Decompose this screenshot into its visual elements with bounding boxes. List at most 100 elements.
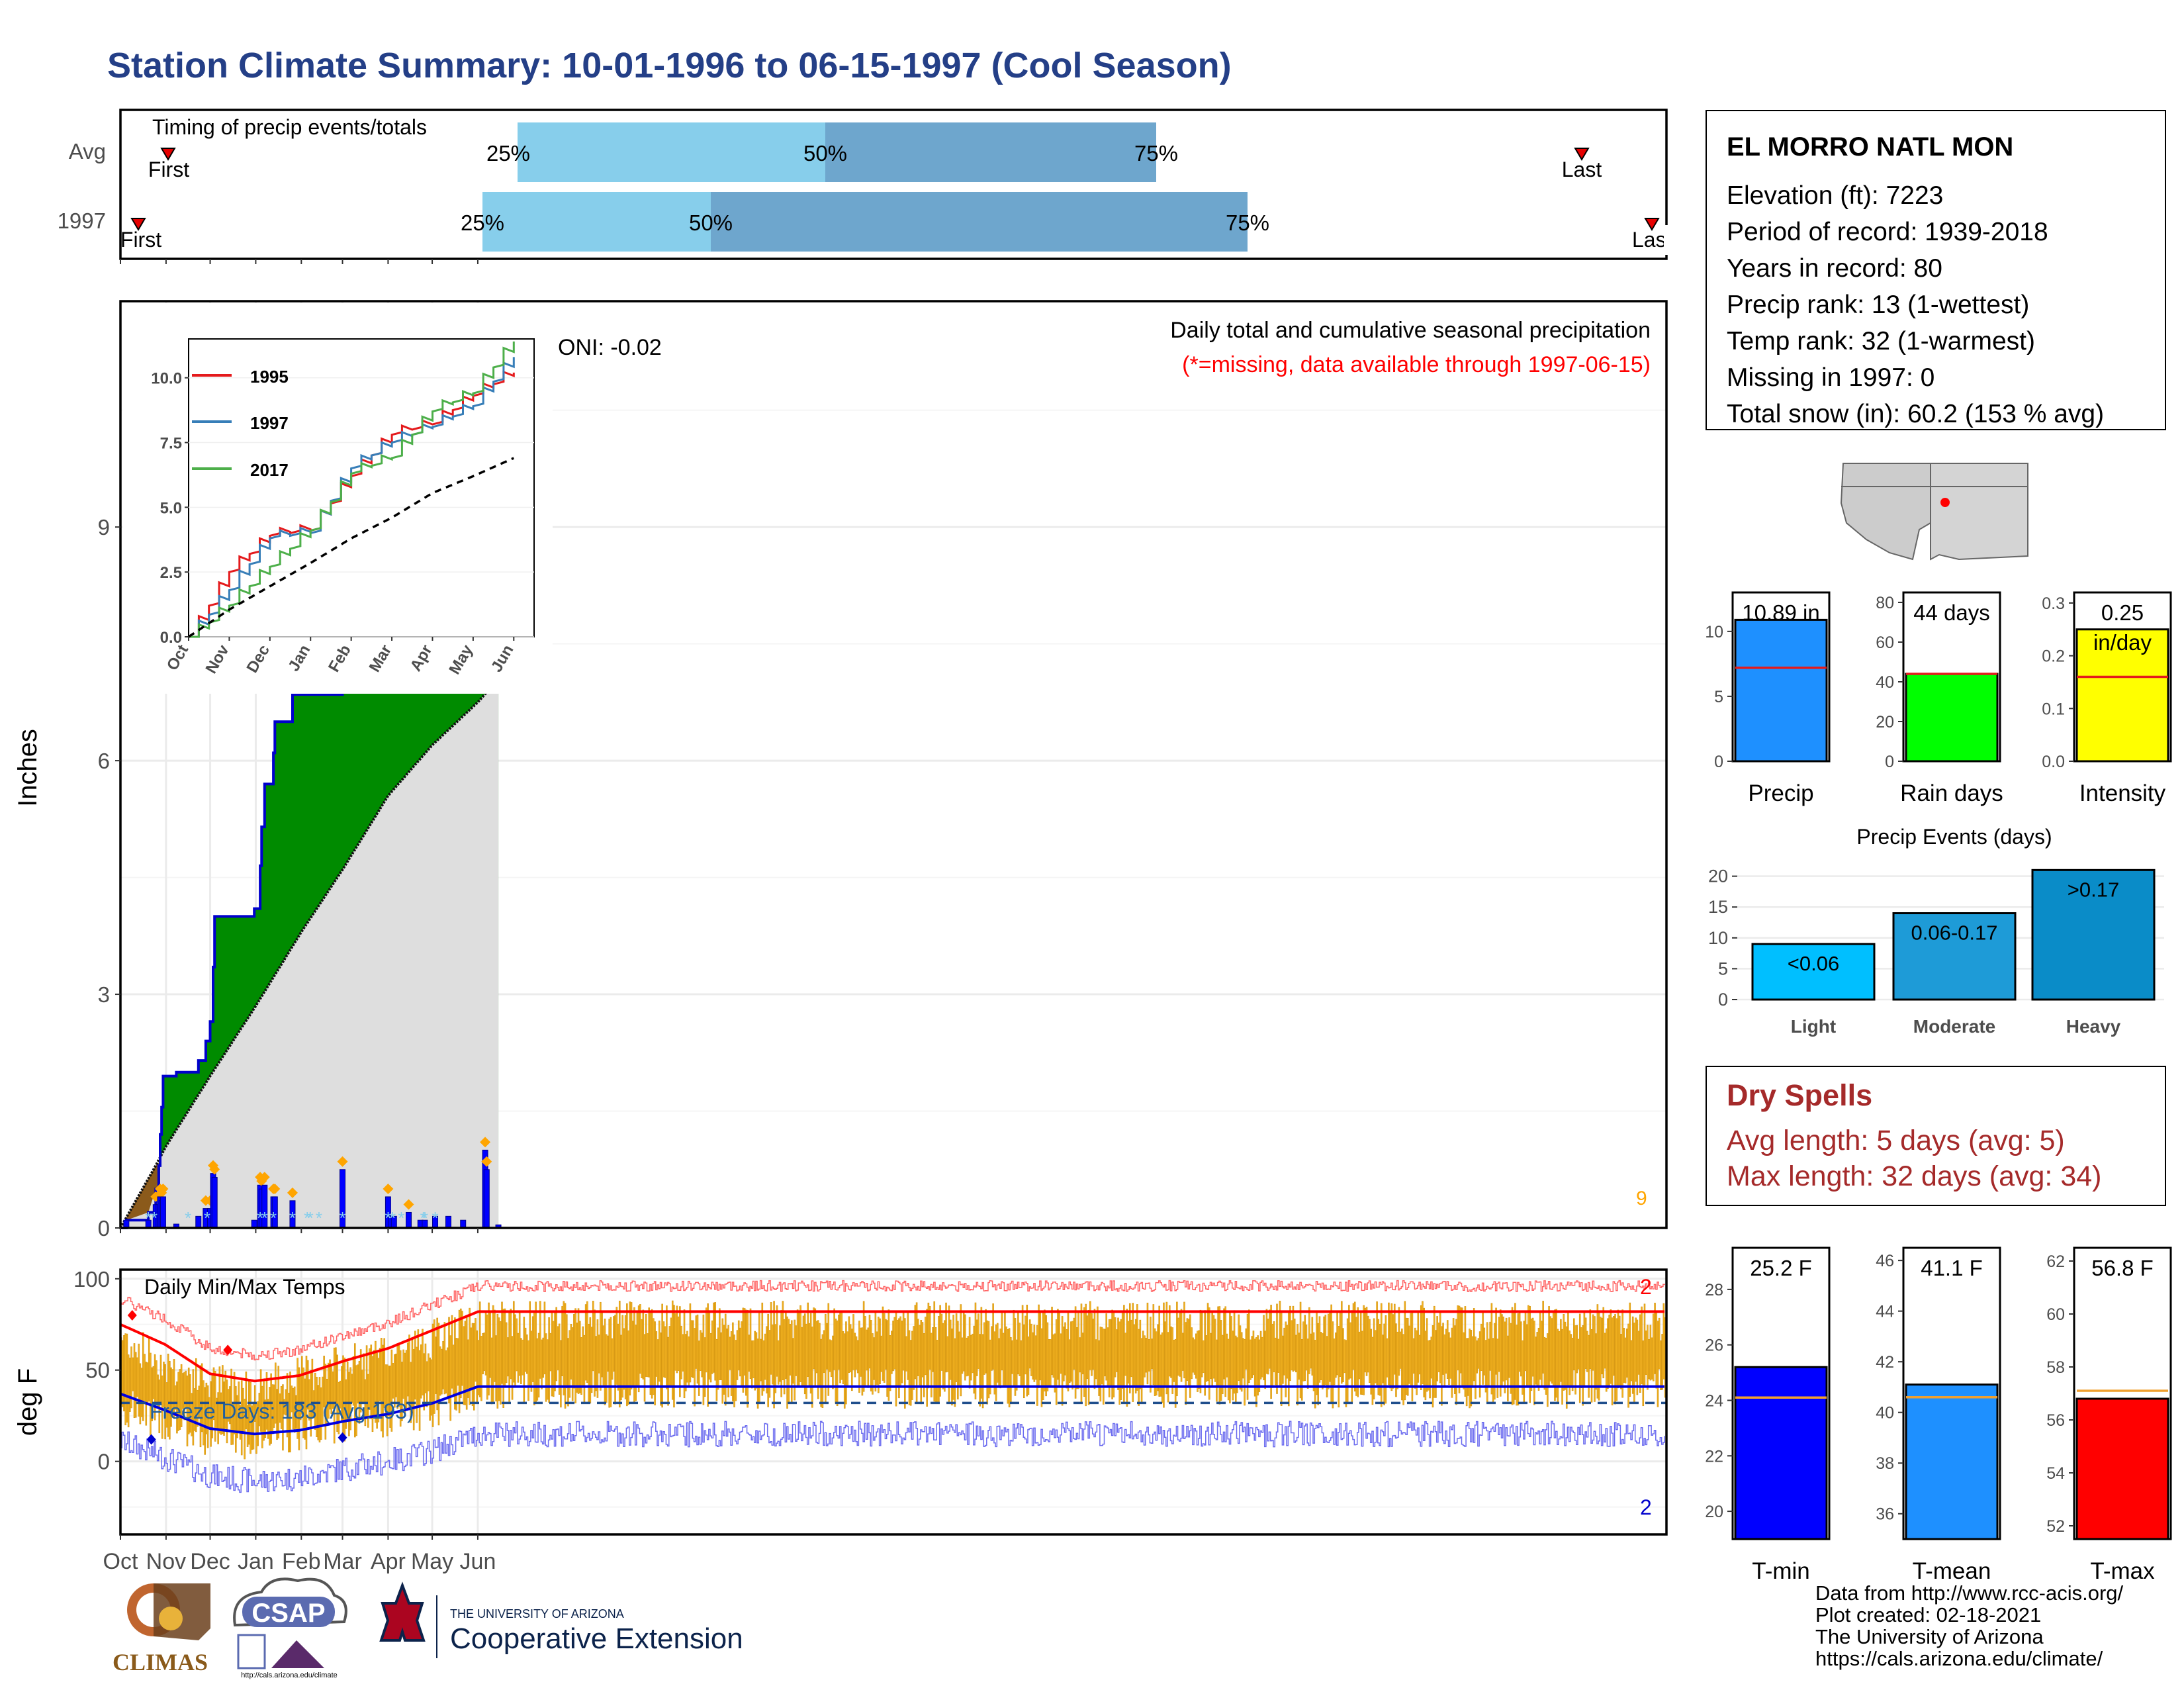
daily-temp-bar <box>711 1320 713 1374</box>
daily-temp-bar <box>995 1324 997 1401</box>
precip-summary-0-tick-label: 10 <box>1705 623 1723 641</box>
daily-temp-bar <box>1305 1324 1308 1371</box>
daily-temp-bar <box>777 1340 780 1385</box>
daily-temp-bar <box>1561 1329 1563 1405</box>
month-label: Oct <box>103 1549 138 1574</box>
snow-marker: * <box>145 1208 152 1228</box>
inset-y-tick-label: 5.0 <box>160 499 182 517</box>
daily-temp-bar <box>1614 1314 1616 1405</box>
climas-text: CLIMAS <box>113 1649 208 1675</box>
daily-temp-bar <box>476 1330 478 1403</box>
daily-temp-bar <box>792 1338 794 1384</box>
daily-temp-bar <box>1417 1312 1420 1383</box>
daily-temp-bar <box>1157 1324 1159 1391</box>
temp-summary-2-tick-label: 60 <box>2046 1305 2065 1324</box>
temp-summary-2-tick-label: 56 <box>2046 1411 2065 1430</box>
daily-temp-bar <box>541 1339 543 1389</box>
daily-temp-bar <box>631 1321 634 1385</box>
daily-temp-bar <box>626 1303 628 1407</box>
daily-temp-bar <box>1430 1336 1433 1379</box>
daily-temp-bar <box>1610 1309 1612 1384</box>
daily-temp-bar <box>1457 1305 1459 1370</box>
daily-temp-bar <box>819 1323 821 1387</box>
daily-temp-bar <box>773 1301 775 1409</box>
daily-temp-bar <box>1193 1339 1196 1375</box>
daily-temp-bar <box>1463 1332 1465 1389</box>
station-missing: Missing in 1997: 0 <box>1727 363 1935 392</box>
daily-temp-bar <box>520 1338 522 1384</box>
daily-temp-bar <box>1557 1329 1559 1402</box>
snow-marker: * <box>151 1208 158 1228</box>
daily-temp-bar <box>1631 1316 1634 1394</box>
freeze-days-label: Freeze Days: 183 (Avg:193) <box>150 1399 414 1423</box>
daily-temp-bar <box>868 1315 871 1369</box>
daily-temp-bar <box>1345 1340 1347 1407</box>
daily-temp-bar <box>600 1301 602 1391</box>
precip-summary-2-value: 0.25 <box>2101 600 2144 625</box>
daily-temp-bar <box>1250 1339 1251 1380</box>
daily-temp-bar <box>1637 1331 1640 1375</box>
daily-temp-bar <box>833 1308 835 1370</box>
daily-temp-bar <box>1095 1339 1097 1380</box>
daily-temp-bar <box>627 1330 629 1405</box>
daily-temp-bar <box>614 1315 616 1405</box>
daily-temp-bar <box>551 1311 553 1397</box>
daily-temp-bar <box>1297 1324 1298 1406</box>
temp-series <box>120 1280 1666 1493</box>
daily-temp-bar <box>136 1357 138 1397</box>
daily-temp-bar <box>1476 1340 1478 1374</box>
daily-temp-bar <box>156 1360 158 1404</box>
daily-temp-bar <box>955 1313 958 1383</box>
daily-temp-bar <box>1660 1340 1662 1390</box>
temp-summary-0-tick-label: 26 <box>1705 1336 1723 1355</box>
daily-temp-bar <box>145 1362 148 1426</box>
daily-temp-bar <box>508 1311 510 1402</box>
precip-y-tick-label: 0 <box>98 1216 110 1241</box>
daily-temp-bar <box>1032 1332 1034 1380</box>
daily-temp-bar <box>1520 1321 1522 1377</box>
daily-temp-bar <box>132 1357 134 1391</box>
daily-temp-bar <box>511 1336 514 1400</box>
daily-temp-bar <box>1361 1331 1363 1395</box>
daily-temp-bar <box>134 1352 137 1418</box>
daily-temp-bar <box>437 1323 440 1426</box>
daily-temp-bar <box>1195 1333 1197 1379</box>
daily-temp-bar <box>1102 1329 1105 1405</box>
daily-temp-bar <box>1192 1337 1195 1373</box>
daily-temp-bar <box>1657 1321 1659 1407</box>
daily-temp-bar <box>351 1374 353 1403</box>
daily-temp-bar <box>1433 1305 1435 1398</box>
daily-temp-bar <box>1079 1337 1081 1373</box>
daily-temp-bar <box>482 1333 484 1375</box>
daily-temp-bar <box>1482 1311 1484 1385</box>
daily-temp-bar <box>429 1357 431 1421</box>
daily-temp-bar <box>1198 1330 1201 1389</box>
daily-temp-bar <box>451 1315 453 1389</box>
daily-temp-bar <box>1370 1329 1372 1395</box>
events-bar-moderate <box>1892 912 2017 1001</box>
precip-y-axis: 0 3 6 9 <box>98 515 120 1241</box>
precip-y-tick-label: 9 <box>98 515 110 539</box>
daily-temp-bar <box>484 1312 487 1376</box>
daily-temp-bar <box>807 1302 809 1377</box>
daily-temp-bar <box>968 1317 971 1389</box>
month-label: Mar <box>323 1549 362 1574</box>
daily-temp-bar <box>1091 1313 1093 1376</box>
daily-temp-bar <box>470 1327 473 1391</box>
daily-temp-bar <box>1021 1305 1024 1387</box>
daily-temp-bar <box>1589 1309 1592 1370</box>
daily-temp-bar <box>742 1307 745 1393</box>
daily-temp-bar <box>1473 1308 1475 1382</box>
daily-temp-bar <box>981 1334 984 1409</box>
daily-temp-bar <box>1083 1307 1085 1397</box>
daily-temp-bar <box>402 1349 404 1399</box>
daily-temp-bar <box>1549 1316 1552 1382</box>
daily-temp-bar <box>1505 1317 1508 1381</box>
daily-temp-bar <box>885 1319 887 1370</box>
daily-temp-bar <box>1173 1340 1175 1382</box>
daily-temp-bar <box>1518 1311 1521 1372</box>
daily-temp-bar <box>1316 1310 1318 1395</box>
daily-temp-bar <box>1376 1301 1378 1385</box>
daily-temp-bar <box>1571 1337 1574 1391</box>
daily-temp-bar <box>1170 1326 1172 1378</box>
